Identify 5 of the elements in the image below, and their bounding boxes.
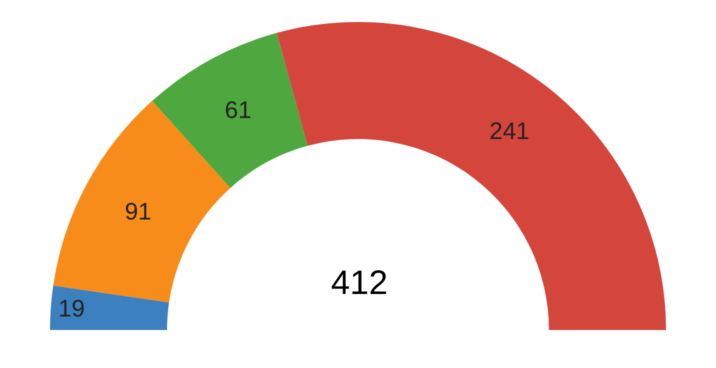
data-label: 61 [224, 96, 252, 124]
data-label: 241 [489, 118, 530, 146]
text: 412 [331, 264, 388, 302]
data-label: 91 [124, 198, 152, 226]
data-label: 19 [58, 296, 85, 323]
